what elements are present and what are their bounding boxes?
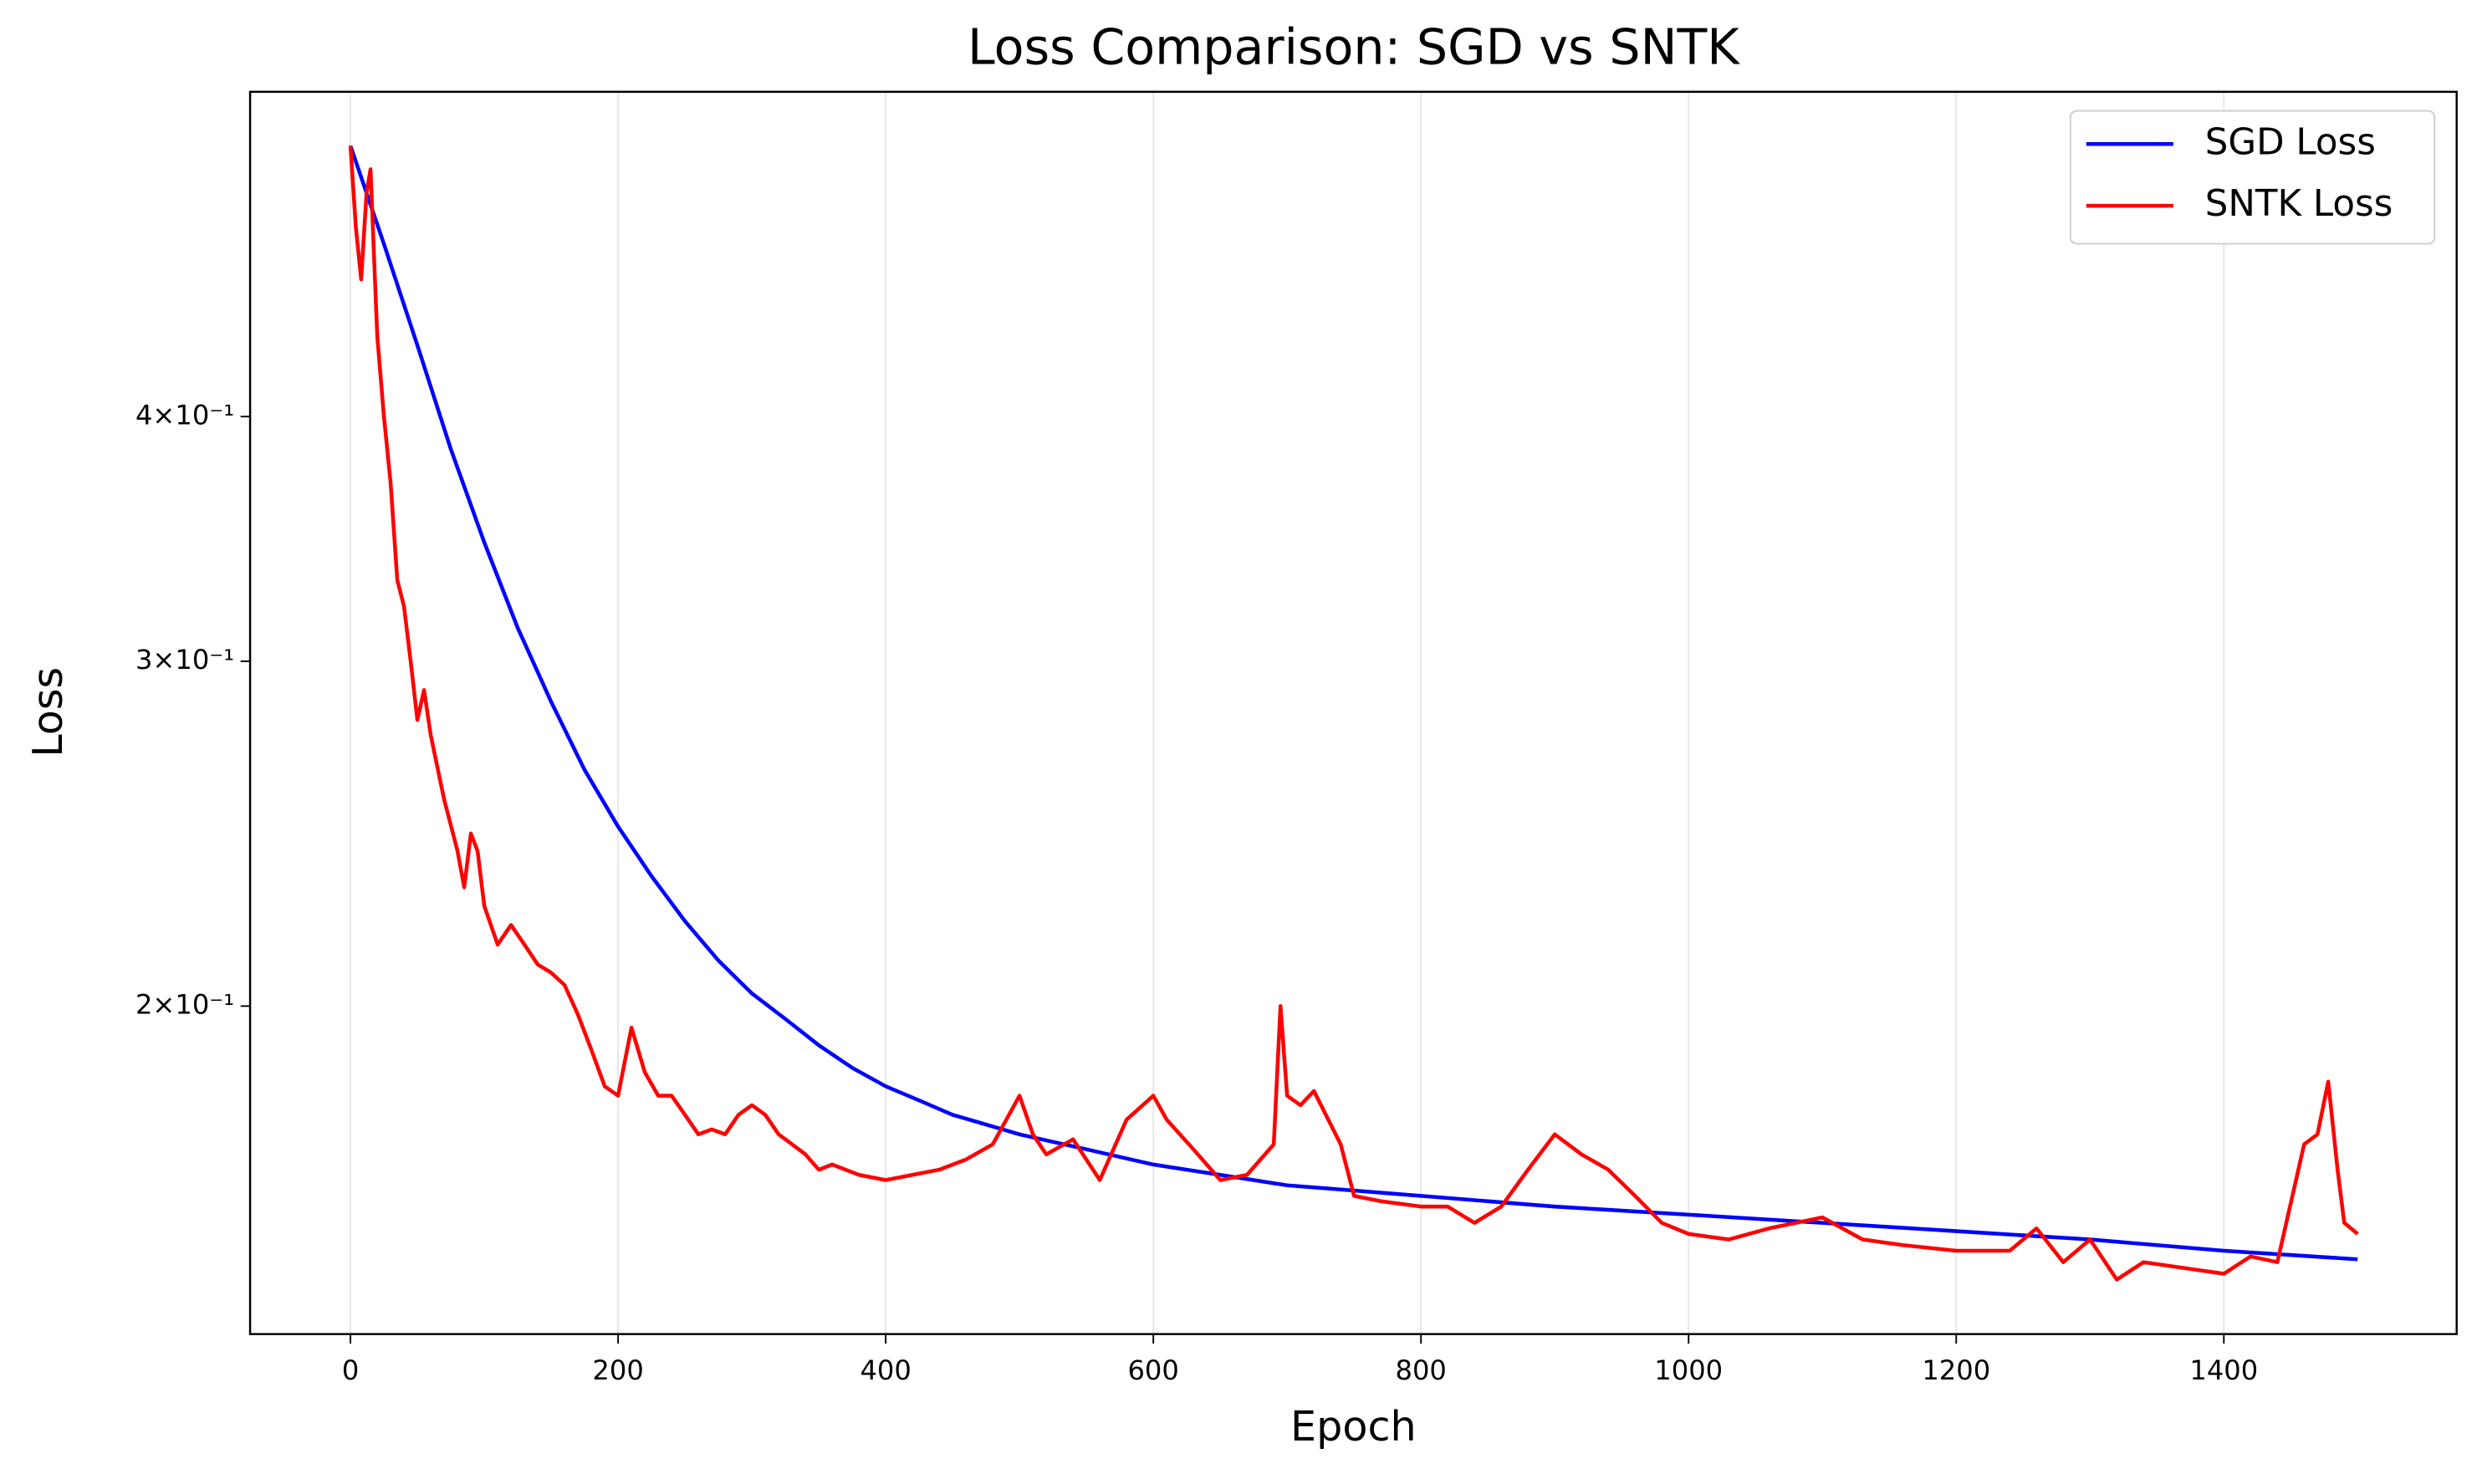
x-tick-label: 1400 bbox=[2189, 1354, 2258, 1386]
y-axis-label: Loss bbox=[23, 667, 72, 757]
y-tick-label: 3×10⁻¹ bbox=[135, 644, 234, 676]
x-tick-label: 400 bbox=[860, 1354, 911, 1386]
legend-label: SNTK Loss bbox=[2205, 183, 2393, 225]
legend-label: SGD Loss bbox=[2205, 121, 2376, 163]
x-tick-label: 1000 bbox=[1654, 1354, 1723, 1386]
x-tick-label: 200 bbox=[592, 1354, 643, 1386]
x-axis-label: Epoch bbox=[1290, 1402, 1417, 1451]
x-tick-label: 600 bbox=[1127, 1354, 1178, 1386]
y-tick-label: 4×10⁻¹ bbox=[135, 399, 234, 431]
x-tick-label: 800 bbox=[1396, 1354, 1447, 1386]
chart-title: Loss Comparison: SGD vs SNTK bbox=[968, 19, 1740, 76]
x-tick-label: 1200 bbox=[1922, 1354, 1990, 1386]
x-tick-label: 0 bbox=[342, 1354, 359, 1386]
series-line bbox=[348, 145, 2358, 1262]
y-tick-label: 2×10⁻¹ bbox=[135, 988, 234, 1020]
series-line bbox=[348, 145, 2359, 1282]
plot-frame bbox=[248, 90, 2458, 1335]
